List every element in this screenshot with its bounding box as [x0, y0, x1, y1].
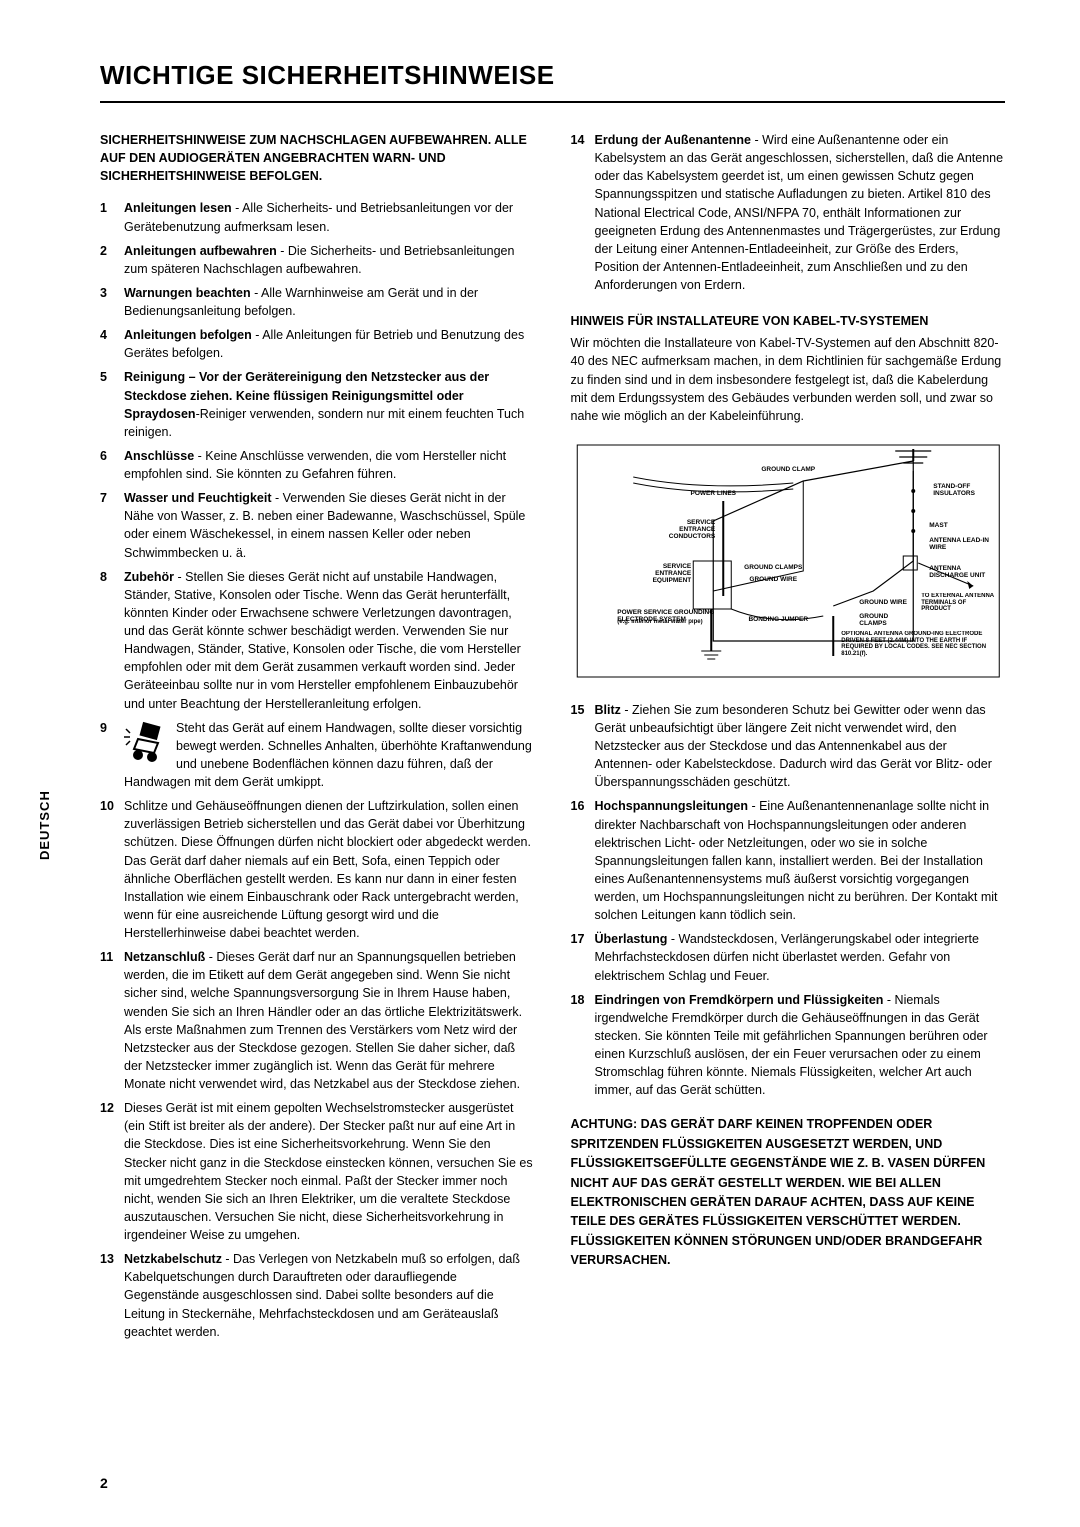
item-15-title: Blitz: [595, 703, 621, 717]
item-14: 14 Erdung der Außenantenne - Wird eine A…: [571, 131, 1006, 294]
item-17-num: 17: [571, 930, 585, 948]
antenna-grounding-diagram: GROUND CLAMP POWER LINES STAND-OFF INSUL…: [571, 441, 1006, 681]
intro-text: SICHERHEITSHINWEISE ZUM NACHSCHLAGEN AUF…: [100, 131, 535, 185]
lbl-gc2: GROUND CLAMPS: [859, 613, 909, 627]
item-15-num: 15: [571, 701, 585, 719]
item-16-body: - Eine Außenantennenanlage sollte nicht …: [595, 799, 998, 922]
lbl-ground-clamps: GROUND CLAMPS: [744, 564, 803, 571]
item-3: Warnungen beachten - Alle Warnhinweise a…: [100, 284, 535, 320]
lbl-bonding: BONDING JUMPER: [748, 616, 808, 623]
item-9: Steht das Gerät auf einem Handwagen, sol…: [100, 719, 535, 792]
item-4-title: Anleitungen befolgen: [124, 328, 252, 342]
cable-note-heading: HINWEIS FÜR INSTALLATEURE VON KABEL-TV-S…: [571, 312, 1006, 330]
safety-list-left: Anleitungen lesen - Alle Sicherheits- un…: [100, 199, 535, 1340]
lbl-service-cond: SERVICE ENTRANCE CONDUCTORS: [649, 519, 715, 540]
lbl-pse2: (e.g. interior metal water pipe): [617, 619, 737, 625]
item-14-num: 14: [571, 131, 585, 149]
lbl-optional: OPTIONAL ANTENNA GROUND-ING ELECTRODE DR…: [841, 631, 997, 657]
item-8: Zubehör - Stellen Sie dieses Gerät nicht…: [100, 568, 535, 713]
page-title: WICHTIGE SICHERHEITSHINWEISE: [100, 57, 1005, 103]
item-7: Wasser und Feuchtigkeit - Verwenden Sie …: [100, 489, 535, 562]
caution-text: ACHTUNG: DAS GERÄT DARF KEINEN TROPFENDE…: [571, 1115, 1006, 1270]
item-8-body: - Stellen Sie dieses Gerät nicht auf uns…: [124, 570, 521, 711]
item-10: Schlitze und Gehäuseöffnungen dienen der…: [100, 797, 535, 942]
item-17: 17 Überlastung - Wandsteckdosen, Verläng…: [571, 930, 1006, 984]
item-16: 16 Hochspannungsleitungen - Eine Außenan…: [571, 797, 1006, 924]
item-18-title: Eindringen von Fremdkörpern und Flüssigk…: [595, 993, 884, 1007]
item-7-title: Wasser und Feuchtigkeit: [124, 491, 271, 505]
item-2-title: Anleitungen aufbewahren: [124, 244, 277, 258]
lbl-gw2: GROUND WIRE: [859, 599, 909, 606]
item-12: Dieses Gerät ist mit einem gepolten Wech…: [100, 1099, 535, 1244]
lbl-ground-wire: GROUND WIRE: [749, 576, 797, 583]
item-1: Anleitungen lesen - Alle Sicherheits- un…: [100, 199, 535, 235]
tipping-cart-icon: [124, 721, 168, 763]
language-tab: DEUTSCH: [36, 790, 55, 860]
item-11-body: - Dieses Gerät darf nur an Spannungsquel…: [124, 950, 522, 1091]
item-13-title: Netzkabelschutz: [124, 1252, 222, 1266]
item-16-num: 16: [571, 797, 585, 815]
item-18-num: 18: [571, 991, 585, 1009]
item-18: 18 Eindringen von Fremdkörpern und Flüss…: [571, 991, 1006, 1100]
lbl-service-eq: SERVICE ENTRANCE EQUIPMENT: [625, 563, 691, 583]
page-number: 2: [100, 1473, 108, 1493]
item-3-title: Warnungen beachten: [124, 286, 251, 300]
item-2: Anleitungen aufbewahren - Die Sicherheit…: [100, 242, 535, 278]
item-15-body: - Ziehen Sie zum besonderen Schutz bei G…: [595, 703, 992, 790]
content-columns: SICHERHEITSHINWEISE ZUM NACHSCHLAGEN AUF…: [100, 131, 1005, 1347]
item-14-title: Erdung der Außenantenne: [595, 133, 752, 147]
item-14-body: - Wird eine Außenantenne oder ein Kabels…: [595, 133, 1004, 292]
item-4: Anleitungen befolgen - Alle Anleitungen …: [100, 326, 535, 362]
item-8-title: Zubehör: [124, 570, 174, 584]
lbl-standoff: STAND-OFF INSULATORS: [933, 483, 995, 497]
lbl-to-ext: TO EXTERNAL ANTENNA TERMINALS OF PRODUCT: [921, 593, 997, 613]
left-column: SICHERHEITSHINWEISE ZUM NACHSCHLAGEN AUF…: [100, 131, 535, 1347]
item-13: Netzkabelschutz - Das Verlegen von Netzk…: [100, 1250, 535, 1341]
cable-note-body: Wir möchten die Installateure von Kabel-…: [571, 334, 1006, 425]
lbl-power-lines: POWER LINES: [690, 490, 736, 497]
item-6-title: Anschlüsse: [124, 449, 194, 463]
lbl-discharge: ANTENNA DISCHARGE UNIT: [929, 565, 995, 579]
item-15: 15 Blitz - Ziehen Sie zum besonderen Sch…: [571, 701, 1006, 792]
lbl-ground-clamp: GROUND CLAMP: [761, 466, 815, 473]
right-column: 14 Erdung der Außenantenne - Wird eine A…: [571, 131, 1006, 1347]
item-1-title: Anleitungen lesen: [124, 201, 232, 215]
item-10-body: Schlitze und Gehäuseöffnungen dienen der…: [124, 799, 531, 940]
item-17-title: Überlastung: [595, 932, 668, 946]
item-18-body: - Niemals irgendwelche Fremdkörper durch…: [595, 993, 988, 1098]
item-5: Reinigung – Vor der Gerätereinigung den …: [100, 368, 535, 441]
lbl-mast: MAST: [929, 522, 947, 529]
item-11-title: Netzanschluß: [124, 950, 205, 964]
item-16-title: Hochspannungsleitungen: [595, 799, 748, 813]
item-9-body: Steht das Gerät auf einem Handwagen, sol…: [124, 721, 532, 789]
item-6: Anschlüsse - Keine Anschlüsse verwenden,…: [100, 447, 535, 483]
item-11: Netzanschluß - Dieses Gerät darf nur an …: [100, 948, 535, 1093]
item-12-body: Dieses Gerät ist mit einem gepolten Wech…: [124, 1101, 533, 1242]
lbl-antenna-lead: ANTENNA LEAD-IN WIRE: [929, 537, 995, 551]
